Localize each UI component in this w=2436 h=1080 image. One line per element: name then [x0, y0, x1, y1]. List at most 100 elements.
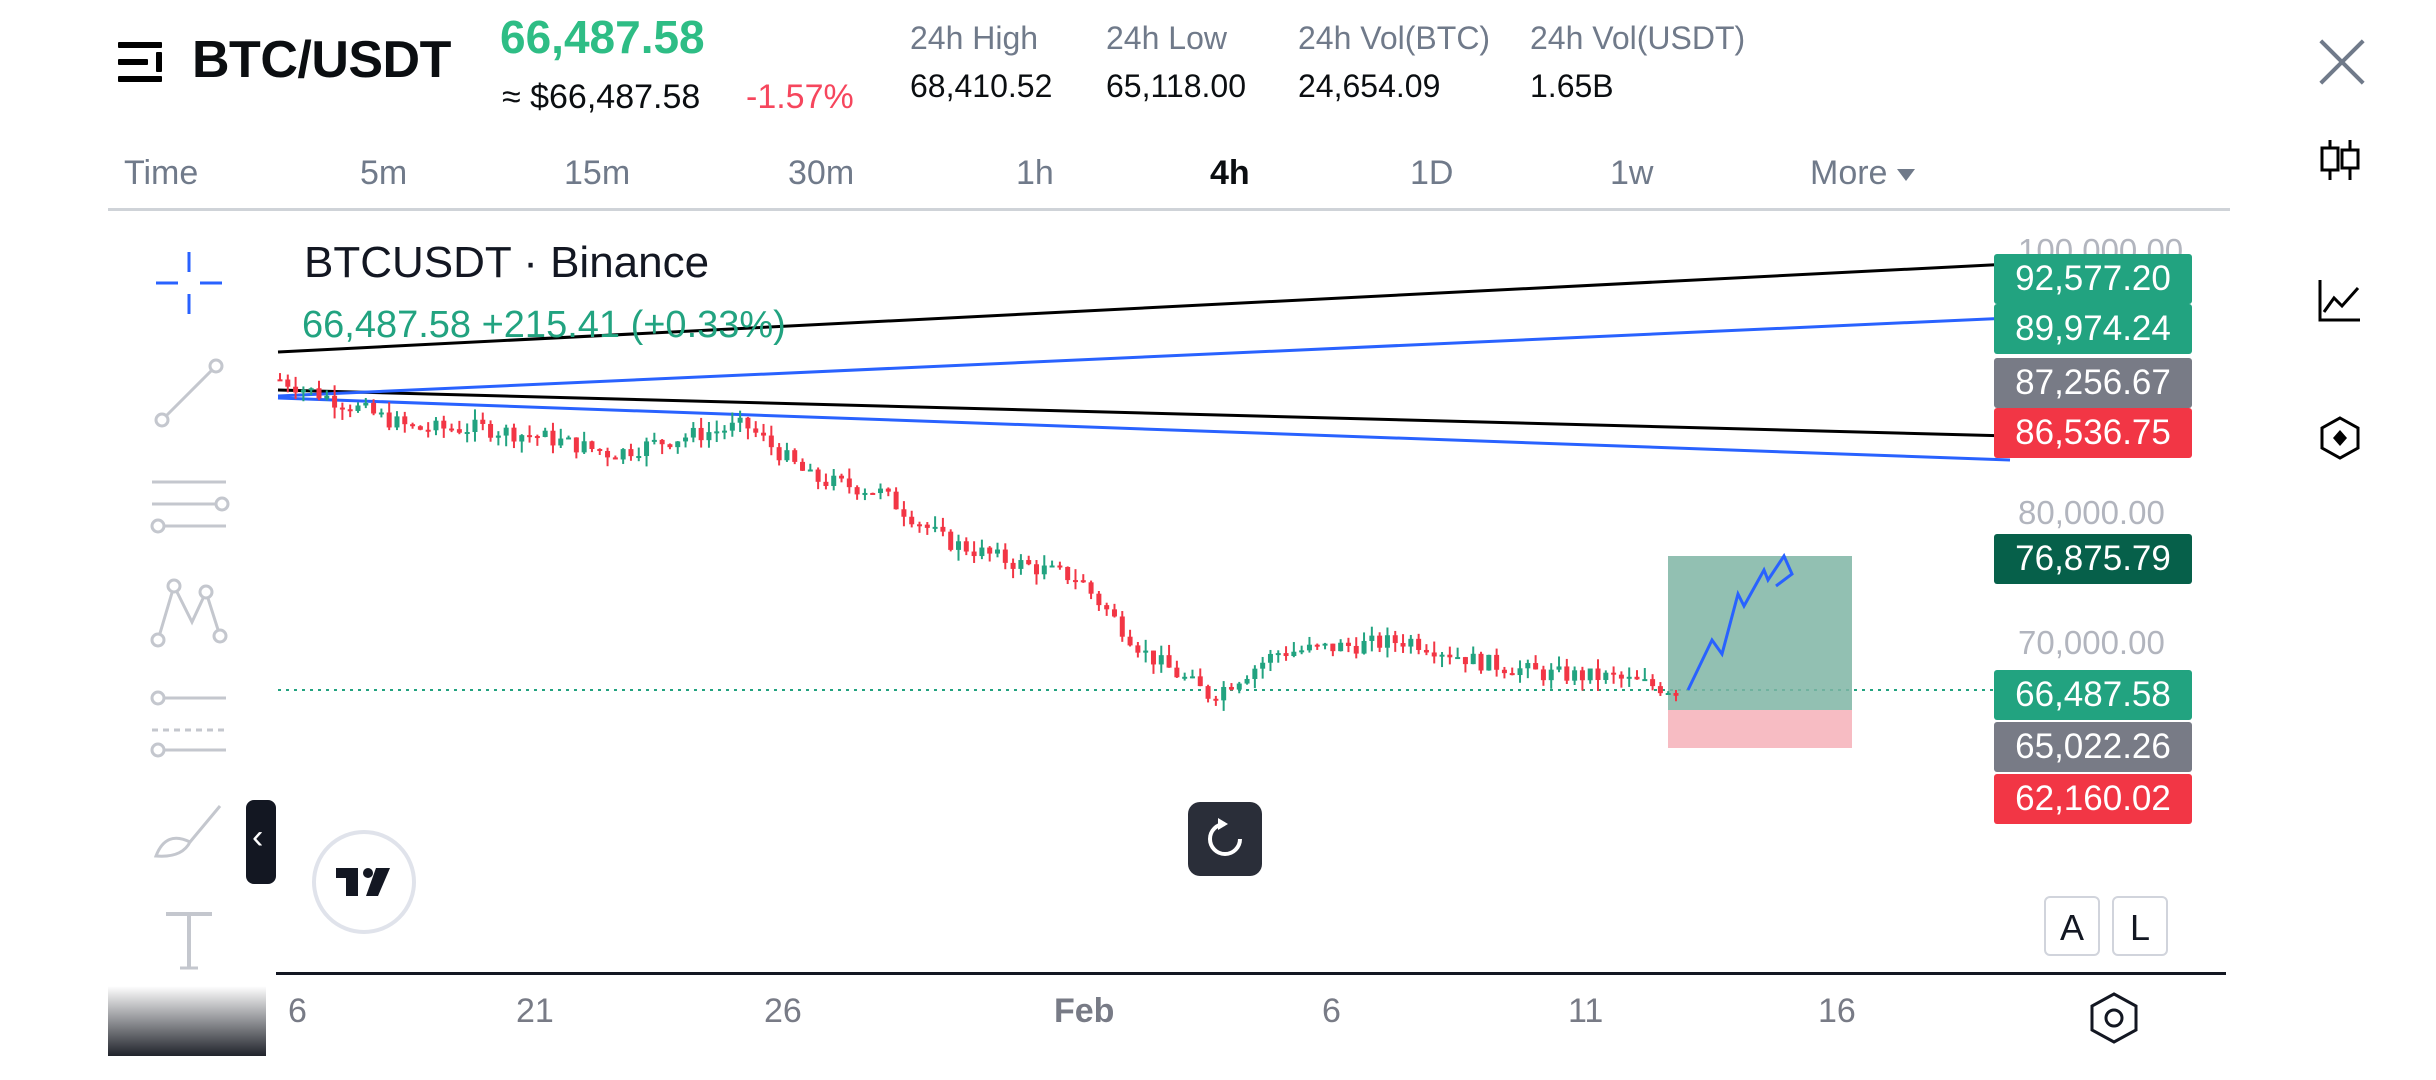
candle-body — [1423, 649, 1429, 653]
tab-1h[interactable]: 1h — [1016, 154, 1054, 192]
candle-body — [1189, 676, 1195, 679]
candle-body — [870, 492, 876, 495]
candle-body — [1455, 657, 1461, 660]
tab-4h[interactable]: 4h — [1210, 154, 1250, 192]
candle-body — [1205, 686, 1211, 699]
candle-body — [1595, 668, 1601, 681]
menu-icon[interactable] — [118, 38, 172, 86]
long-position-profit-zone — [1668, 556, 1852, 710]
candle-body — [449, 428, 455, 431]
candle-body — [823, 481, 829, 486]
price-tag-86536: 86,536.75 — [1994, 408, 2192, 458]
candle-body — [1104, 605, 1110, 610]
candle-body — [1275, 653, 1281, 656]
chart-thumbnail[interactable] — [108, 986, 266, 1056]
candle-body — [605, 451, 611, 458]
candlestick-icon[interactable] — [2316, 136, 2364, 184]
candle-body — [885, 488, 891, 492]
long-position-loss-zone — [1668, 710, 1852, 748]
candle-body — [1384, 635, 1390, 648]
refresh-icon — [1208, 818, 1242, 856]
candle-body — [636, 456, 642, 459]
trend-line-lower-black — [277, 388, 2011, 438]
tab-15m[interactable]: 15m — [564, 154, 631, 192]
settings-hex-icon[interactable] — [2316, 414, 2364, 462]
candle-body — [971, 551, 977, 557]
price-tag-62160: 62,160.02 — [1994, 774, 2192, 824]
candle-body — [729, 422, 735, 431]
tab-1d[interactable]: 1D — [1410, 154, 1454, 192]
candle-body — [1556, 666, 1562, 670]
candle-body — [300, 389, 306, 393]
tradingview-logo[interactable] — [312, 830, 416, 934]
candle-body — [1236, 683, 1242, 690]
candle-body — [355, 405, 361, 411]
tab-more[interactable]: More — [1810, 154, 1916, 193]
candle-body — [1002, 549, 1008, 563]
prediction-icon[interactable] — [146, 680, 232, 766]
x-label-11: 11 — [1568, 992, 1604, 1030]
candle-body — [495, 435, 501, 438]
candle-body — [1579, 670, 1585, 681]
candle-body — [1228, 686, 1234, 690]
candle-body — [558, 438, 564, 446]
candle-body — [1221, 686, 1227, 701]
candle-body — [386, 412, 392, 428]
candle-body — [1618, 674, 1624, 679]
candle-body — [1135, 645, 1141, 653]
crosshair-icon[interactable] — [146, 240, 232, 326]
candle-body — [994, 549, 1000, 554]
candle-body — [472, 419, 478, 433]
parallel-channel-icon[interactable] — [146, 460, 232, 546]
candle-body — [1244, 678, 1250, 684]
candle-body — [1143, 650, 1149, 653]
candle-body — [1478, 653, 1484, 671]
tab-time[interactable]: Time — [124, 154, 199, 192]
stat-label-24h-low: 24h Low — [1106, 20, 1227, 56]
candle-body — [1665, 693, 1671, 696]
candle-body — [542, 430, 548, 437]
collapse-toolbar-handle[interactable] — [246, 800, 276, 884]
x-label-21: 21 — [516, 992, 554, 1030]
candle-body — [1338, 642, 1344, 652]
candle-body — [488, 423, 494, 438]
candle-body — [316, 388, 322, 399]
last-price: 66,487.58 — [500, 11, 705, 63]
trend-line-icon[interactable] — [146, 350, 232, 436]
reset-chart-button[interactable] — [1188, 802, 1262, 876]
candle-body — [1119, 616, 1125, 637]
indicators-icon[interactable] — [2316, 276, 2364, 324]
candle-body — [1057, 565, 1063, 568]
candle-body — [1416, 638, 1422, 650]
pattern-icon[interactable] — [146, 570, 232, 656]
log-scale-button[interactable]: L — [2112, 896, 2168, 956]
time-axis-divider — [276, 972, 2226, 975]
candle-body — [940, 526, 946, 532]
auto-scale-button[interactable]: A — [2044, 896, 2100, 956]
candle-body — [909, 516, 915, 525]
candle-body — [1462, 657, 1468, 665]
candle-body — [1353, 645, 1359, 654]
x-label-26: 26 — [764, 992, 802, 1030]
candle-body — [1657, 686, 1663, 694]
candle-body — [1673, 693, 1679, 696]
tab-5m[interactable]: 5m — [360, 154, 408, 192]
candle-body — [948, 531, 954, 550]
candle-body — [1345, 642, 1351, 646]
tab-30m[interactable]: 30m — [788, 154, 855, 192]
text-tool-icon[interactable] — [146, 896, 232, 982]
stat-value-24h-high: 68,410.52 — [910, 68, 1053, 104]
candle-body — [815, 469, 821, 482]
candle-body — [1049, 565, 1055, 568]
candle-body — [1447, 654, 1453, 658]
x-label-feb: Feb — [1054, 992, 1115, 1030]
candle-body — [761, 432, 767, 436]
candle-body — [503, 427, 509, 436]
candle-body — [410, 424, 416, 427]
pair-title[interactable]: BTC/USDT — [192, 31, 451, 89]
brush-icon[interactable] — [146, 790, 232, 876]
candle-body — [651, 439, 657, 442]
tab-1w[interactable]: 1w — [1610, 154, 1654, 192]
chart-settings-icon[interactable] — [2086, 990, 2142, 1046]
